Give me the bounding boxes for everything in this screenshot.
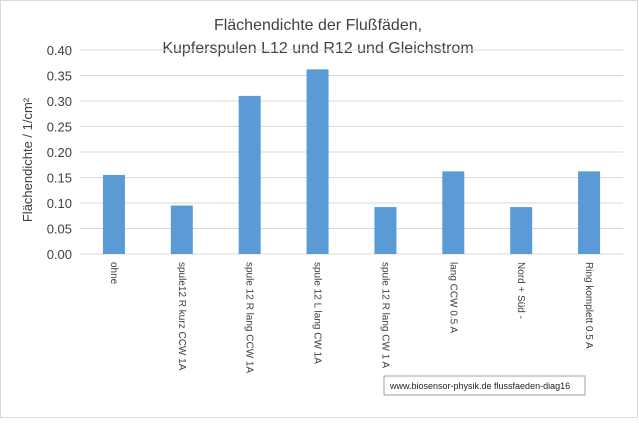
y-tick-label: 0.30 (47, 94, 72, 109)
bar (306, 69, 329, 254)
chart-title-line-2: Kupferspulen L12 und R12 und Gleichstrom (162, 40, 473, 57)
x-tick-label: Ring komplett 0.5 A (583, 262, 594, 349)
x-tick-label: lang CCW 0.5 A (447, 262, 458, 333)
y-tick-label: 0.35 (47, 69, 72, 84)
y-tick-label: 0.40 (47, 43, 72, 58)
y-tick-label: 0.05 (47, 222, 72, 237)
bar (442, 171, 465, 254)
y-tick-label: 0.15 (47, 171, 72, 186)
y-tick-label: 0.10 (47, 196, 72, 211)
y-tick-label: 0.00 (47, 247, 72, 262)
bar (510, 207, 533, 254)
bar (578, 171, 601, 254)
x-tick-label: spule 12 R lang CCW 1A (244, 262, 255, 373)
x-tick-label: spule 12 R lang CW 1 A (379, 262, 390, 368)
bars (102, 69, 601, 255)
bar (102, 174, 125, 254)
bar (170, 205, 193, 254)
chart-title-line-1: Flächendichte der Flußfäden, (214, 17, 422, 34)
bar (374, 207, 397, 254)
x-tick-label: ohne (108, 262, 119, 285)
y-tick-labels: 0.00 0.05 0.10 0.15 0.20 0.25 0.30 0.35 0.40 (47, 43, 72, 262)
footer-box: www.biosensor-physik.de flussfaeden-diag… (383, 375, 586, 396)
y-tick-label: 0.25 (47, 120, 72, 135)
x-tick-label: spule12 R kurz CCW 1A (176, 262, 187, 371)
bar (238, 95, 261, 255)
x-tick-label: Nord + Süd - (515, 262, 526, 319)
x-tick-labels: ohne spule12 R kurz CCW 1A spule 12 R lang… (108, 262, 594, 373)
y-axis-label: Flächendichte / 1/cm² (20, 97, 35, 222)
y-tick-label: 0.20 (47, 145, 72, 160)
x-tick-label: spule 12 L lang CW 1A (312, 262, 323, 364)
footer-note: www.biosensor-physik.de flussfaeden-diag… (389, 381, 570, 391)
gridlines (80, 49, 623, 255)
footer-box-border (383, 375, 586, 396)
